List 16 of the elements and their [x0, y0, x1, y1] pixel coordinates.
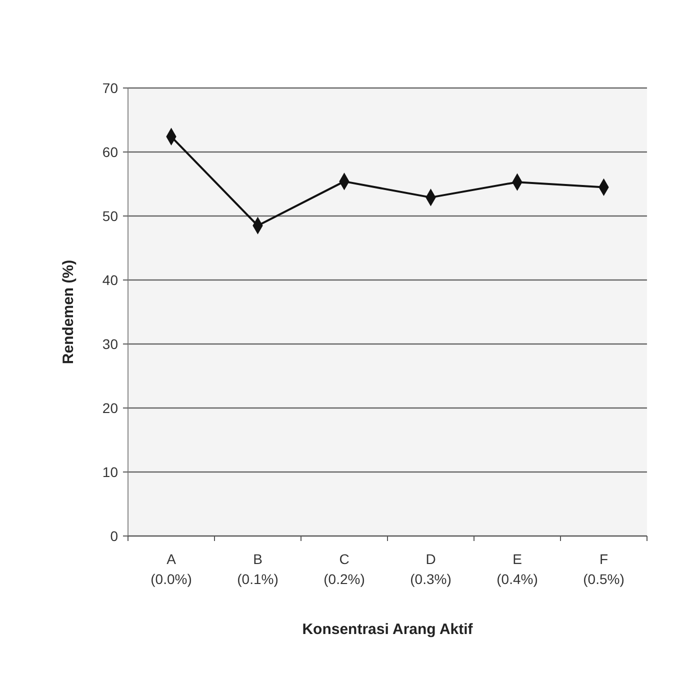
y-tick-label: 50 [102, 208, 118, 224]
y-tick-label: 30 [102, 336, 118, 352]
y-tick-label: 70 [102, 80, 118, 96]
x-tick-label: F (0.5%) [583, 551, 624, 587]
y-tick-label: 0 [110, 528, 118, 544]
x-tick-label: A (0.0%) [150, 551, 192, 587]
y-tick-label: 10 [102, 464, 118, 480]
x-axis-title: Konsentrasi Arang Aktif [302, 621, 474, 638]
x-tick-label: B (0.1%) [237, 551, 278, 587]
y-axis-title: Rendemen (%) [60, 260, 77, 364]
y-tick-label: 40 [102, 272, 118, 288]
y-tick-label: 20 [102, 400, 118, 416]
x-tick-label: E (0.4%) [496, 551, 538, 587]
y-tick-label: 60 [102, 144, 118, 160]
x-tick-label: D (0.3%) [410, 551, 452, 587]
x-tick-label: C (0.2%) [324, 551, 365, 587]
